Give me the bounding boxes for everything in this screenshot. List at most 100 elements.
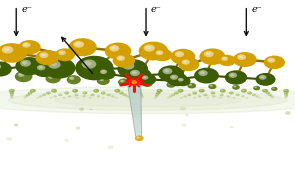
Circle shape xyxy=(166,73,188,86)
Circle shape xyxy=(181,107,183,108)
Circle shape xyxy=(11,97,12,98)
Circle shape xyxy=(4,47,10,51)
Circle shape xyxy=(74,94,78,96)
Circle shape xyxy=(107,94,109,95)
Circle shape xyxy=(206,97,209,99)
Circle shape xyxy=(157,89,163,93)
Circle shape xyxy=(43,94,44,95)
Circle shape xyxy=(255,95,259,98)
Circle shape xyxy=(229,91,234,94)
Circle shape xyxy=(65,92,66,93)
Circle shape xyxy=(139,74,156,85)
Circle shape xyxy=(15,71,32,82)
Ellipse shape xyxy=(132,110,141,112)
Circle shape xyxy=(126,67,152,84)
Circle shape xyxy=(270,95,273,98)
Circle shape xyxy=(37,97,38,98)
Circle shape xyxy=(155,97,156,98)
Circle shape xyxy=(285,97,286,98)
Circle shape xyxy=(175,51,184,57)
Circle shape xyxy=(144,44,155,52)
Circle shape xyxy=(178,57,199,71)
Circle shape xyxy=(14,124,18,126)
Circle shape xyxy=(118,57,122,59)
Ellipse shape xyxy=(131,105,141,107)
Circle shape xyxy=(73,89,76,91)
Circle shape xyxy=(189,84,192,86)
Circle shape xyxy=(69,77,74,80)
Circle shape xyxy=(23,97,26,99)
Ellipse shape xyxy=(135,134,142,135)
Circle shape xyxy=(233,97,234,98)
Circle shape xyxy=(22,61,27,64)
Circle shape xyxy=(156,94,157,95)
Circle shape xyxy=(171,94,175,96)
Circle shape xyxy=(123,94,127,96)
Circle shape xyxy=(2,46,13,53)
Ellipse shape xyxy=(135,132,142,133)
Circle shape xyxy=(264,56,285,69)
Circle shape xyxy=(24,97,25,98)
Circle shape xyxy=(248,92,249,93)
Circle shape xyxy=(199,89,205,93)
Circle shape xyxy=(26,94,30,96)
Circle shape xyxy=(255,87,256,88)
Circle shape xyxy=(138,92,140,93)
Circle shape xyxy=(172,94,173,95)
Circle shape xyxy=(200,71,205,74)
Circle shape xyxy=(156,91,160,94)
Circle shape xyxy=(9,91,14,94)
Circle shape xyxy=(207,97,208,98)
Circle shape xyxy=(182,60,190,65)
Circle shape xyxy=(247,91,252,94)
Circle shape xyxy=(75,94,76,95)
Circle shape xyxy=(45,74,61,83)
Circle shape xyxy=(170,75,178,80)
Circle shape xyxy=(175,92,176,93)
Circle shape xyxy=(175,76,191,86)
Circle shape xyxy=(271,87,278,91)
Circle shape xyxy=(42,94,46,96)
Circle shape xyxy=(236,94,240,96)
Circle shape xyxy=(80,108,82,109)
Circle shape xyxy=(65,92,67,93)
Circle shape xyxy=(171,76,176,78)
Ellipse shape xyxy=(130,101,141,103)
Circle shape xyxy=(111,95,115,98)
Circle shape xyxy=(232,97,235,99)
Circle shape xyxy=(171,49,195,65)
Ellipse shape xyxy=(133,115,141,117)
Circle shape xyxy=(192,91,197,94)
Circle shape xyxy=(189,84,191,85)
Circle shape xyxy=(198,95,201,98)
Circle shape xyxy=(136,136,140,139)
Circle shape xyxy=(90,109,92,110)
Circle shape xyxy=(100,79,102,80)
Circle shape xyxy=(19,73,22,76)
Circle shape xyxy=(135,89,141,93)
Circle shape xyxy=(158,89,160,91)
Ellipse shape xyxy=(133,119,141,121)
Circle shape xyxy=(146,46,151,49)
Circle shape xyxy=(175,92,177,93)
Circle shape xyxy=(10,89,12,91)
Ellipse shape xyxy=(135,130,142,131)
Circle shape xyxy=(82,59,96,69)
Ellipse shape xyxy=(135,128,141,130)
Circle shape xyxy=(285,94,286,95)
Circle shape xyxy=(115,97,118,99)
Circle shape xyxy=(50,97,51,98)
Circle shape xyxy=(111,46,116,50)
Circle shape xyxy=(284,94,288,96)
Circle shape xyxy=(141,97,144,99)
Circle shape xyxy=(193,97,196,99)
Ellipse shape xyxy=(128,86,141,89)
Circle shape xyxy=(65,139,67,141)
Ellipse shape xyxy=(134,123,141,124)
Circle shape xyxy=(84,61,92,66)
Circle shape xyxy=(0,43,27,63)
Circle shape xyxy=(212,92,213,93)
Circle shape xyxy=(198,70,208,76)
Circle shape xyxy=(204,51,214,57)
Circle shape xyxy=(15,124,16,125)
